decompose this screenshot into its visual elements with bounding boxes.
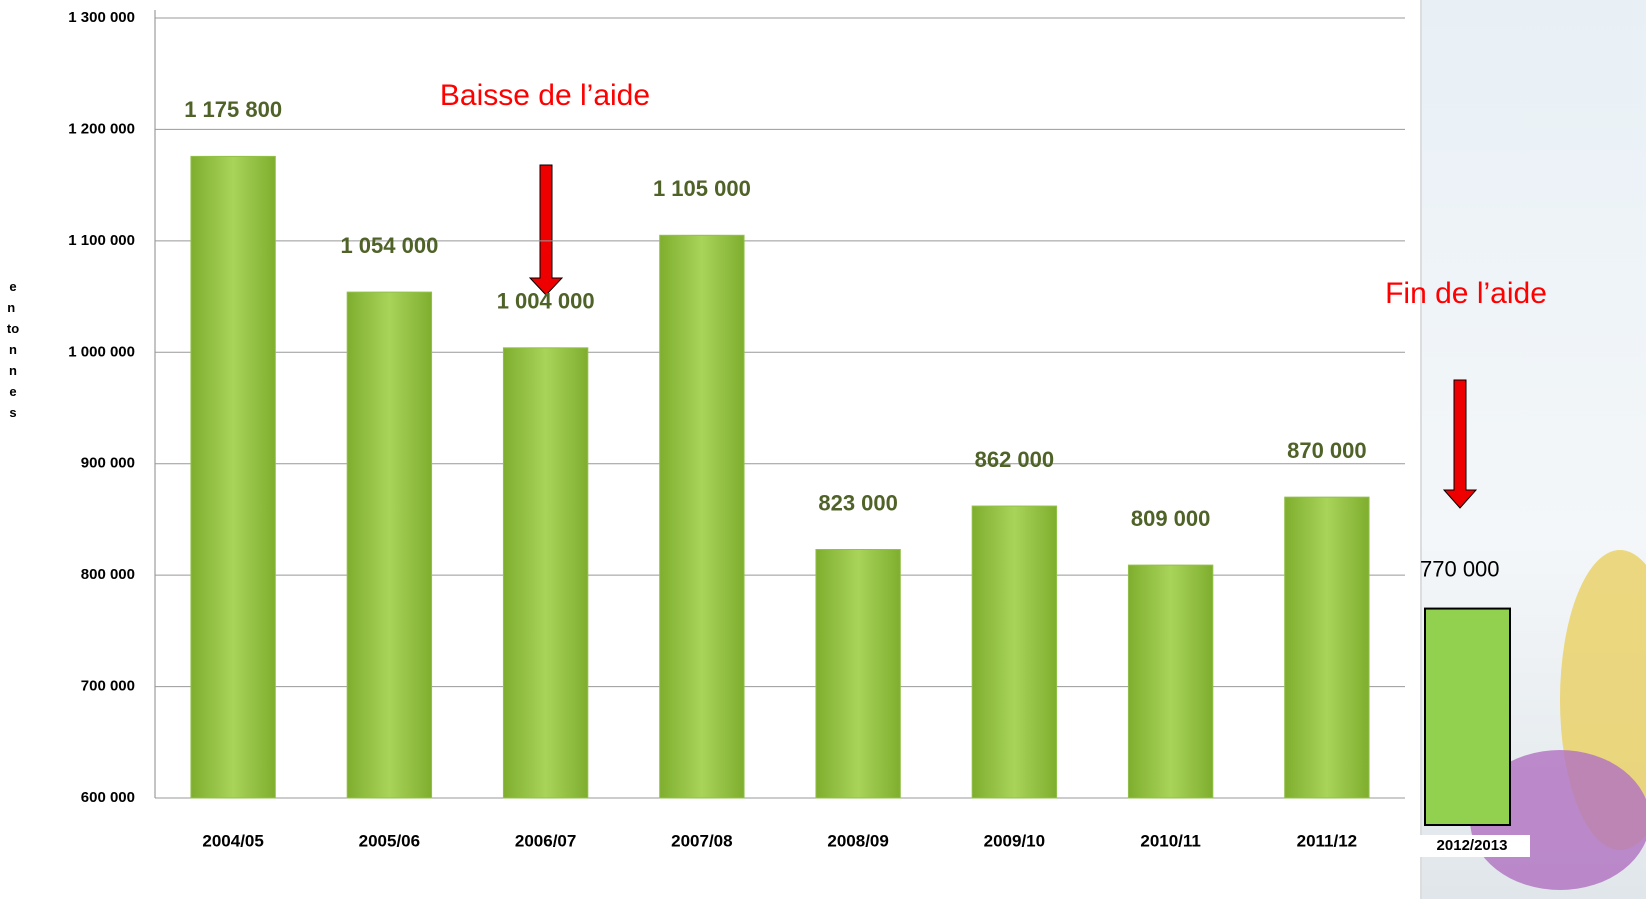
value-label: 1 054 000	[340, 233, 438, 258]
y-axis-label: en tonnes	[6, 276, 20, 423]
value-label: 809 000	[1131, 506, 1211, 531]
value-label: 1 004 000	[497, 289, 595, 314]
x-tick-label: 2006/07	[515, 831, 576, 850]
bar	[503, 348, 587, 798]
x-tick-label: 2007/08	[671, 831, 732, 850]
bar	[1425, 609, 1510, 825]
annotation: Fin de l’aide	[1385, 277, 1547, 310]
bar	[191, 156, 275, 798]
value-label: 862 000	[975, 447, 1055, 472]
bar	[1128, 565, 1212, 798]
value-label: 823 000	[818, 490, 898, 515]
x-tick-label: 2012/2013	[1437, 837, 1508, 854]
x-tick-label: 2011/12	[1297, 831, 1358, 850]
annotation: Baisse de l’aide	[440, 79, 650, 112]
x-tick-label: 2004/05	[202, 831, 263, 850]
y-tick-label: 900 000	[81, 455, 135, 472]
y-tick-label: 800 000	[81, 566, 135, 583]
y-tick-label: 600 000	[81, 789, 135, 806]
bar	[972, 506, 1056, 798]
x-tick-label: 2010/11	[1140, 831, 1201, 850]
page: {"chart_data": {"type": "bar", "y_label"…	[0, 0, 1646, 899]
value-label: 1 175 800	[184, 97, 282, 122]
chart: Baisse de l’aide Fin de l’aide 600 000 70…	[0, 0, 1646, 899]
y-tick-label: 700 000	[81, 678, 135, 695]
x-tick-label: 2008/09	[827, 831, 888, 850]
bar	[1285, 497, 1369, 798]
x-tick-label: 2009/10	[984, 831, 1045, 850]
value-label: 870 000	[1287, 438, 1367, 463]
bar	[816, 550, 900, 798]
arrow	[530, 165, 562, 295]
value-label: 770 000	[1420, 556, 1500, 581]
x-tick-label: 2005/06	[359, 831, 420, 850]
y-tick-label: 1 100 000	[68, 232, 135, 249]
y-tick-label: 1 200 000	[68, 120, 135, 137]
y-tick-label: 1 000 000	[68, 343, 135, 360]
y-tick-label: 1 300 000	[68, 9, 135, 26]
bar	[347, 292, 431, 798]
value-label: 1 105 000	[653, 176, 751, 201]
bar	[660, 235, 744, 798]
